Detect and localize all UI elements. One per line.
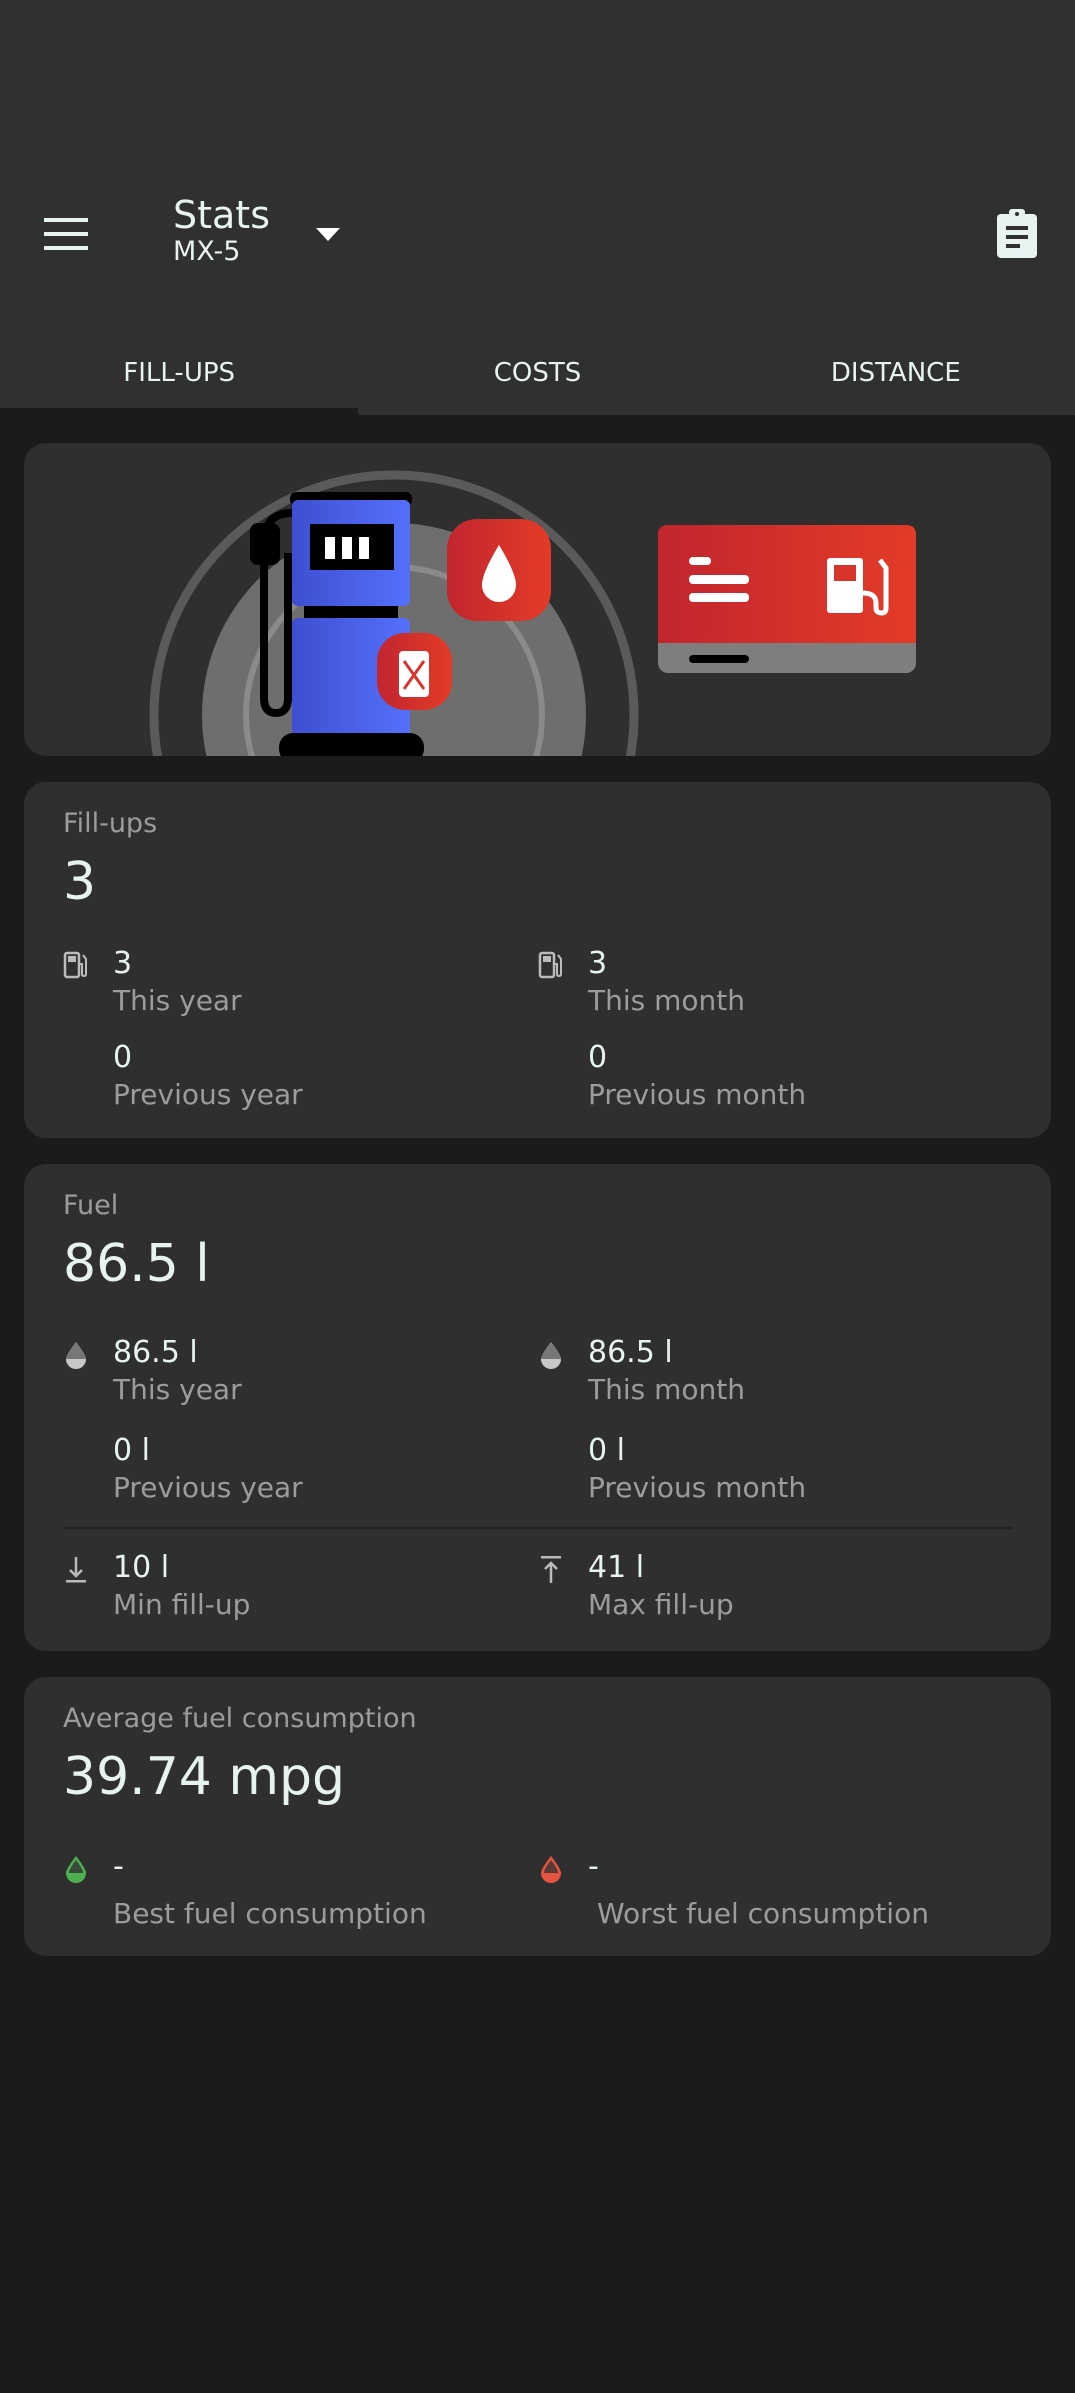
drop-icon [541, 1342, 561, 1369]
arrow-to-bottom-icon [66, 1557, 86, 1583]
stat-value: 0 [588, 1040, 608, 1075]
drop-badge-icon [447, 519, 551, 621]
tab-fill-ups[interactable]: FILL-UPS [0, 330, 359, 415]
stat-label: This year [113, 984, 242, 1017]
stat-this-year: 3 This year [63, 946, 523, 1026]
fill-ups-card: Fill-ups 3 3 This year 3 This month 0 Pr… [24, 782, 1051, 1138]
fuel-illustration [149, 470, 916, 756]
outer-ring [149, 470, 639, 756]
stat-value: - [588, 1849, 599, 1884]
jerrycan-badge-icon [377, 633, 452, 710]
stat-label: Previous year [113, 1078, 303, 1111]
menu-icon[interactable] [40, 214, 92, 254]
stat-label: This year [113, 1373, 242, 1406]
pump-hose [260, 509, 293, 718]
consumption-card: Average fuel consumption 39.74 mpg - Bes… [24, 1677, 1051, 1956]
drop-red-icon [541, 1856, 561, 1883]
stat-label: Max fill-up [588, 1588, 734, 1621]
stat-best-consumption: - Best fuel consumption [63, 1849, 523, 1939]
stat-value: 0 [113, 1040, 133, 1075]
stat-previous-year: 0 l Previous year [63, 1433, 523, 1513]
stat-label: Min fill-up [113, 1588, 251, 1621]
vehicle-name[interactable]: MX-5 [173, 236, 241, 267]
stat-label: Previous month [588, 1471, 807, 1504]
tab-costs[interactable]: COSTS [493, 357, 582, 388]
clipboard-icon[interactable] [995, 208, 1039, 260]
stat-value: 86.5 l [113, 1335, 198, 1370]
stat-value: 0 l [588, 1433, 625, 1468]
fuel-card: Fuel 86.5 l 86.5 l This year 86.5 l This… [24, 1164, 1051, 1651]
consumption-value: 39.74 mpg [63, 1747, 346, 1807]
stat-value: - [113, 1849, 124, 1884]
stat-value: 0 l [113, 1433, 150, 1468]
fuel-pump-graphic [279, 492, 424, 756]
arrow-to-top-icon [541, 1556, 561, 1583]
app-bar: Stats MX-5 FILL-UPS COSTS DISTANCE [0, 0, 1075, 415]
illustration-card [24, 443, 1051, 756]
stat-value: 3 [588, 946, 608, 981]
stat-max-fill-up: 41 l Max fill-up [538, 1550, 998, 1630]
stat-label: Best fuel consumption [113, 1897, 427, 1930]
tab-distance[interactable]: DISTANCE [830, 357, 961, 388]
stat-previous-year: 0 Previous year [63, 1040, 523, 1120]
stat-value: 3 [113, 946, 133, 981]
stat-previous-month: 0 l Previous month [538, 1433, 998, 1513]
stat-label: Worst fuel consumption [597, 1897, 929, 1930]
stat-label: Previous year [113, 1471, 303, 1504]
stat-value: 10 l [113, 1550, 170, 1585]
fuel-pump-icon [63, 951, 87, 979]
stat-label: Previous month [588, 1078, 807, 1111]
fill-ups-label: Fill-ups [63, 808, 158, 839]
drop-icon [66, 1342, 86, 1369]
fuel-pump-icon [538, 951, 562, 979]
stat-value: 86.5 l [588, 1335, 673, 1370]
fill-ups-value: 3 [63, 852, 97, 912]
stat-previous-month: 0 Previous month [538, 1040, 998, 1120]
stat-this-month: 3 This month [538, 946, 998, 1026]
stat-this-year: 86.5 l This year [63, 1335, 523, 1415]
tab-bar: FILL-UPS COSTS DISTANCE [0, 330, 1075, 415]
page-title: Stats [173, 193, 271, 237]
stat-label: This month [588, 1373, 745, 1406]
consumption-label: Average fuel consumption [63, 1703, 417, 1734]
fuel-card-icon [658, 525, 916, 673]
stat-value: 41 l [588, 1550, 645, 1585]
fuel-label: Fuel [63, 1190, 119, 1221]
stat-this-month: 86.5 l This month [538, 1335, 998, 1415]
stat-min-fill-up: 10 l Min fill-up [63, 1550, 523, 1630]
drop-green-icon [66, 1856, 86, 1883]
stat-label: This month [588, 984, 745, 1017]
stat-worst-consumption: - Worst fuel consumption [538, 1849, 998, 1939]
arrow-drop-down-icon[interactable] [316, 228, 340, 241]
fuel-value: 86.5 l [63, 1234, 210, 1294]
divider [63, 1527, 1012, 1529]
